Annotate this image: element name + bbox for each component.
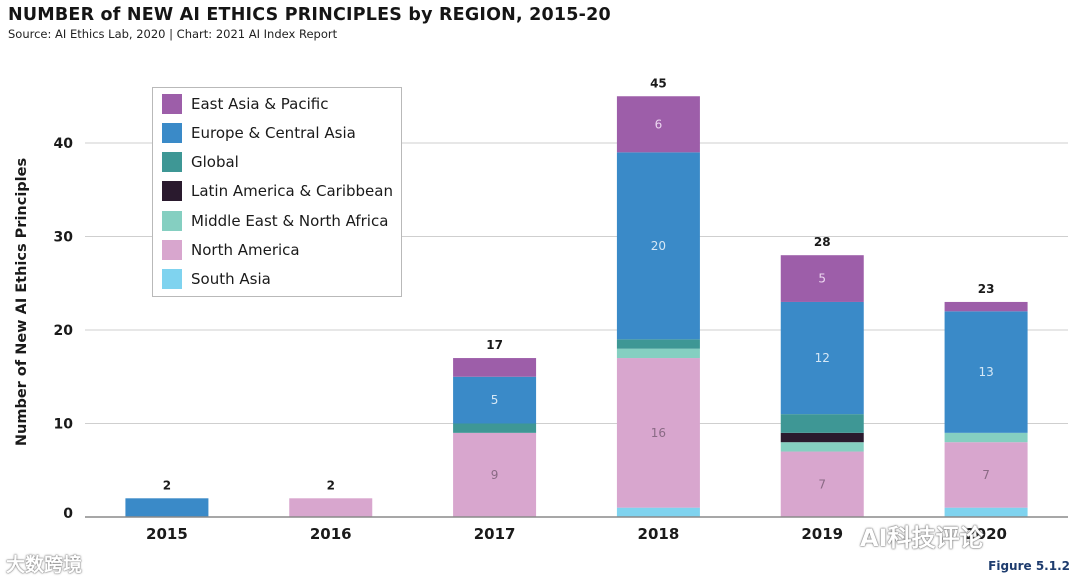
bar-segment — [453, 376, 537, 424]
legend-label: Middle East & North Africa — [191, 212, 389, 230]
x-tick-label: 2015 — [146, 525, 188, 543]
y-tick-label: 10 — [54, 417, 74, 433]
legend-item-north-america: North America — [162, 239, 300, 261]
y-tick-label: 40 — [54, 136, 74, 152]
segment-label: 16 — [651, 426, 666, 440]
total-label: 23 — [978, 282, 995, 296]
bar-segment — [453, 358, 537, 377]
segment-label: 7 — [818, 477, 826, 491]
segment-label: 5 — [818, 272, 826, 286]
bar-segment — [944, 311, 1028, 433]
legend-item-latin-america-caribbean: Latin America & Caribbean — [162, 180, 393, 202]
total-label: 2 — [327, 478, 335, 492]
bar-segment — [125, 498, 209, 517]
chart-subtitle: Source: AI Ethics Lab, 2020 | Chart: 202… — [8, 27, 338, 41]
legend-label: Global — [191, 153, 239, 171]
y-tick-label: 0 — [63, 506, 73, 522]
y-tick-label: 30 — [54, 230, 74, 246]
legend-swatch — [162, 94, 182, 114]
legend-item-south-asia: South Asia — [162, 268, 271, 290]
bar-segment — [780, 414, 864, 433]
total-label: 45 — [650, 76, 667, 90]
segment-label: 20 — [651, 239, 666, 253]
y-axis-label: Number of New AI Ethics Principles — [14, 158, 30, 446]
legend-swatch — [162, 211, 182, 231]
bar-segment — [944, 442, 1028, 508]
legend-swatch — [162, 269, 182, 289]
legend-swatch — [162, 240, 182, 260]
bar-segment — [453, 423, 537, 433]
total-label: 17 — [486, 338, 503, 352]
bar-segment — [289, 498, 373, 517]
segment-label: 12 — [815, 351, 830, 365]
bar-segment — [616, 507, 700, 517]
legend-item-global: Global — [162, 151, 239, 173]
bar-segment — [616, 96, 700, 153]
x-tick-label: 2018 — [638, 525, 680, 543]
legend-item-middle-east-north-africa: Middle East & North Africa — [162, 210, 388, 232]
bar-segment — [616, 348, 700, 359]
segment-label: 13 — [978, 365, 993, 379]
chart-legend: East Asia & Pacific Europe & Central Asi… — [152, 87, 402, 297]
bar-segment — [944, 301, 1028, 312]
chart-title: NUMBER of NEW AI ETHICS PRINCIPLES by RE… — [8, 5, 611, 25]
bar-segment — [944, 507, 1028, 517]
watermark-left: 大数跨境 — [6, 554, 83, 576]
bar-segment — [780, 451, 864, 517]
segment-label: 6 — [655, 117, 663, 131]
legend-label: North America — [191, 241, 300, 259]
bar-segment — [780, 301, 864, 415]
segment-label: 9 — [491, 468, 499, 482]
legend-label: Europe & Central Asia — [191, 124, 356, 142]
bar-segment — [453, 432, 537, 517]
bar-segment — [780, 255, 864, 302]
bar-segment — [780, 442, 864, 452]
bar-segment — [616, 152, 700, 340]
bar-segment — [944, 432, 1028, 443]
x-tick-label: 2020 — [965, 525, 1007, 543]
legend-label: South Asia — [191, 270, 271, 288]
legend-item-east-asia-pacific: East Asia & Pacific — [162, 93, 328, 115]
legend-label: Latin America & Caribbean — [191, 182, 393, 200]
legend-swatch — [162, 152, 182, 172]
total-label: 28 — [814, 235, 831, 249]
bar-segment — [780, 432, 864, 443]
total-label: 2 — [163, 478, 171, 492]
bar-segment — [616, 358, 700, 508]
y-tick-label: 20 — [54, 323, 74, 339]
x-tick-label: 2016 — [310, 525, 352, 543]
legend-swatch — [162, 123, 182, 143]
watermark-right: AI科技评论 — [860, 524, 984, 552]
x-tick-label: 2017 — [474, 525, 516, 543]
bar-segment — [616, 339, 700, 349]
figure-label: Figure 5.1.2 — [988, 559, 1070, 573]
segment-label: 5 — [491, 393, 499, 407]
x-tick-label: 2019 — [801, 525, 843, 543]
legend-swatch — [162, 181, 182, 201]
segment-label: 7 — [982, 468, 990, 482]
legend-label: East Asia & Pacific — [191, 95, 329, 113]
legend-item-europe-central-asia: Europe & Central Asia — [162, 122, 356, 144]
